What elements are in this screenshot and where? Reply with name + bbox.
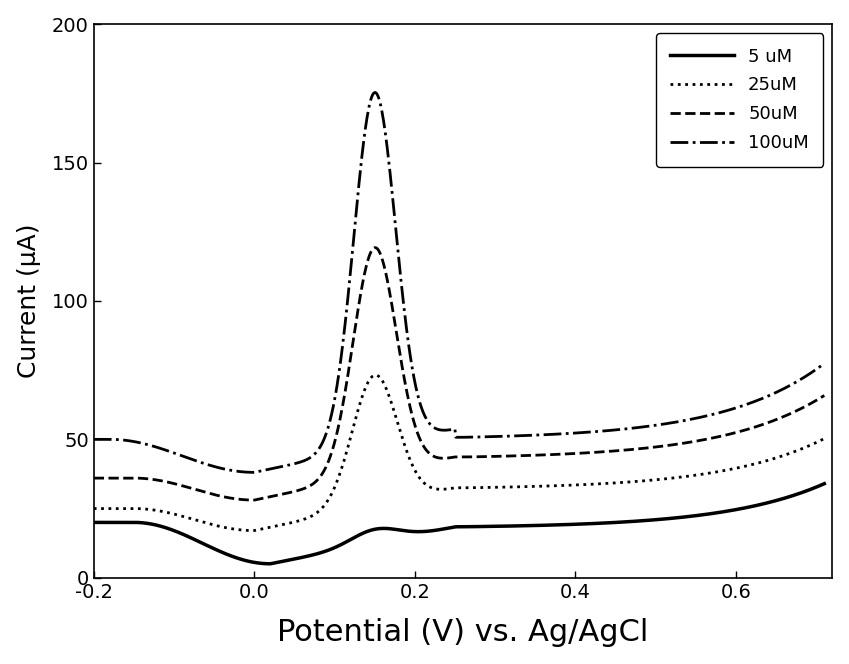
X-axis label: Potential (V) vs. Ag/AgCl: Potential (V) vs. Ag/AgCl <box>278 618 649 647</box>
25uM <box>534 482 544 490</box>
100uM <box>819 359 829 367</box>
100uM <box>88 436 98 444</box>
100uM <box>514 432 525 440</box>
Line: 50uM: 50uM <box>93 248 824 500</box>
50uM <box>556 450 566 458</box>
100uM <box>720 407 730 415</box>
100uM <box>534 431 544 439</box>
25uM <box>133 505 143 513</box>
5 uM <box>533 521 543 529</box>
25uM <box>644 476 655 484</box>
25uM <box>88 505 98 513</box>
5 uM <box>133 519 143 527</box>
50uM <box>88 474 98 482</box>
25uM <box>819 435 829 443</box>
Line: 25uM: 25uM <box>93 375 824 531</box>
5 uM <box>819 479 829 487</box>
5 uM <box>555 521 565 529</box>
25uM <box>514 483 525 491</box>
5 uM <box>514 522 524 530</box>
100uM <box>249 468 259 476</box>
5 uM <box>644 517 654 525</box>
25uM <box>370 371 380 379</box>
100uM <box>556 430 566 438</box>
100uM <box>644 422 655 430</box>
Y-axis label: Current (μA): Current (μA) <box>17 224 41 378</box>
100uM <box>370 88 380 96</box>
5 uM <box>718 508 728 516</box>
25uM <box>249 527 259 535</box>
50uM <box>644 444 655 452</box>
50uM <box>819 392 829 400</box>
50uM <box>249 496 259 504</box>
25uM <box>556 481 566 489</box>
50uM <box>370 244 380 252</box>
5 uM <box>88 519 98 527</box>
5 uM <box>265 560 275 568</box>
50uM <box>534 451 544 459</box>
Legend: 5 uM, 25uM, 50uM, 100uM: 5 uM, 25uM, 50uM, 100uM <box>656 33 824 167</box>
100uM <box>133 438 143 446</box>
50uM <box>720 432 730 440</box>
Line: 5 uM: 5 uM <box>93 483 824 564</box>
50uM <box>133 474 143 482</box>
50uM <box>514 452 525 459</box>
25uM <box>720 467 730 475</box>
Line: 100uM: 100uM <box>93 92 824 472</box>
